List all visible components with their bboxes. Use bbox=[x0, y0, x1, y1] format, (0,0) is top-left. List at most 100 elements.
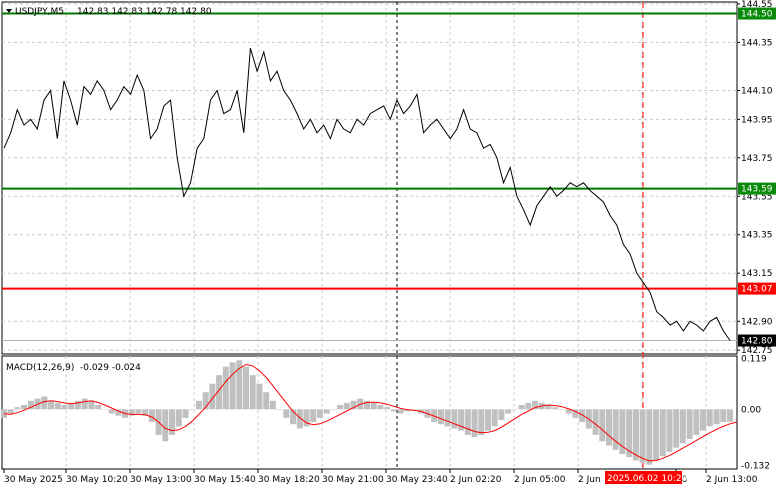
macd-bar bbox=[532, 400, 539, 410]
price-panel-frame bbox=[1, 1, 738, 355]
macd-bar bbox=[256, 383, 263, 410]
macd-bar bbox=[666, 409, 673, 452]
macd-bar bbox=[693, 409, 700, 435]
macd-bar bbox=[343, 402, 350, 410]
macd-bar bbox=[263, 392, 270, 410]
macd-bar bbox=[216, 375, 223, 410]
time-tick-label: 2 Jun 02:20 bbox=[450, 475, 502, 485]
macd-bar bbox=[592, 409, 599, 435]
macd-bar bbox=[511, 409, 518, 410]
macd-tick-label: 0.119 bbox=[741, 355, 767, 365]
macd-bar bbox=[162, 409, 169, 442]
time-tick-label: 2 Jun 05:00 bbox=[514, 475, 566, 485]
macd-bar bbox=[95, 405, 102, 410]
time-tick-label: 2 Jun bbox=[578, 475, 601, 485]
price-tick-label: 144.35 bbox=[741, 38, 773, 48]
level-tag-box bbox=[738, 334, 776, 347]
macd-bar bbox=[48, 400, 55, 410]
macd-bar bbox=[182, 409, 189, 418]
macd-bar bbox=[599, 409, 606, 442]
macd-bar bbox=[189, 409, 196, 410]
macd-title: MACD(12,26,9) bbox=[6, 363, 74, 373]
macd-bar bbox=[283, 409, 290, 418]
macd-bar bbox=[128, 409, 135, 416]
macd-bar bbox=[390, 409, 397, 412]
macd-bar bbox=[679, 409, 686, 444]
macd-bar bbox=[612, 409, 619, 450]
macd-bar bbox=[115, 409, 122, 416]
macd-bar bbox=[330, 409, 337, 410]
macd-bar bbox=[659, 409, 666, 457]
macd-bar bbox=[545, 405, 552, 410]
level-lines bbox=[2, 12, 737, 342]
macd-bar bbox=[101, 409, 108, 410]
macd-bar bbox=[370, 402, 377, 410]
price-tick-label: 143.35 bbox=[741, 231, 773, 241]
time-tick-label: 30 May 10:20 bbox=[66, 475, 128, 485]
macd-bar bbox=[720, 409, 727, 423]
macd-bar bbox=[713, 409, 720, 425]
macd-bar bbox=[437, 409, 444, 425]
macd-bar bbox=[1, 409, 7, 418]
macd-values: -0.029 -0.024 bbox=[80, 363, 141, 373]
symbol-label[interactable]: USDJPY,M5 bbox=[15, 7, 64, 17]
macd-bar bbox=[337, 405, 344, 410]
crosshair-time-tag bbox=[605, 471, 682, 484]
macd-axis-ticks: 0.119 0.00 -0.132 bbox=[741, 355, 770, 472]
macd-tick-label: 0.00 bbox=[741, 405, 761, 415]
macd-bar bbox=[303, 409, 310, 427]
macd-bar bbox=[700, 409, 707, 431]
macd-bar bbox=[572, 409, 579, 418]
macd-bar bbox=[619, 409, 626, 455]
macd-bar bbox=[706, 409, 713, 427]
macd-bar bbox=[229, 362, 236, 410]
crosshair-time-label: 2025.06.02 10:20 bbox=[607, 474, 688, 484]
price-tick-label: 142.90 bbox=[741, 317, 773, 327]
time-tick-label: 30 May 23:40 bbox=[386, 475, 448, 485]
macd-bar bbox=[54, 402, 61, 410]
macd-bar bbox=[316, 409, 323, 418]
level-tag-box bbox=[738, 282, 776, 295]
macd-bar bbox=[397, 409, 404, 414]
macd-bar bbox=[485, 409, 491, 431]
macd-bar bbox=[41, 396, 48, 410]
macd-tick-label: -0.132 bbox=[741, 462, 770, 472]
macd-bar bbox=[606, 409, 612, 446]
macd-bar bbox=[404, 409, 411, 412]
time-tick-label: 30 May 15:40 bbox=[194, 475, 256, 485]
macd-bar bbox=[249, 375, 256, 410]
macd-bar bbox=[411, 409, 418, 410]
macd-bar bbox=[558, 409, 565, 410]
price-series-line bbox=[3, 48, 731, 341]
macd-bar bbox=[276, 409, 283, 410]
price-tick-label: 142.75 bbox=[741, 346, 773, 356]
price-axis-ticks: 144.55144.35144.10143.95143.75143.55143.… bbox=[737, 0, 773, 356]
macd-bar bbox=[142, 409, 149, 416]
macd-bar bbox=[478, 409, 485, 435]
macd-bar bbox=[195, 400, 202, 410]
macd-bar bbox=[364, 400, 370, 410]
macd-bar bbox=[673, 409, 680, 448]
macd-bar bbox=[686, 409, 693, 440]
macd-bar bbox=[269, 400, 276, 410]
macd-bar bbox=[646, 409, 653, 465]
time-tick-label: 30 May 21:00 bbox=[322, 475, 384, 485]
time-tick-label: 30 May 13:00 bbox=[130, 475, 192, 485]
macd-bar bbox=[377, 405, 384, 410]
macd-bar bbox=[88, 400, 95, 410]
macd-bar bbox=[296, 409, 303, 429]
macd-bar bbox=[202, 392, 209, 410]
macd-bar bbox=[209, 383, 216, 410]
macd-bar bbox=[169, 409, 176, 435]
level-tag-label: 143.07 bbox=[741, 285, 773, 295]
macd-bar bbox=[81, 398, 88, 410]
macd-bar bbox=[727, 409, 733, 422]
time-tick-label: 2 Jun 13:00 bbox=[706, 475, 758, 485]
macd-bar bbox=[148, 409, 155, 423]
symbol-dropdown-icon[interactable] bbox=[6, 9, 12, 13]
level-tag-label: 142.80 bbox=[741, 337, 773, 347]
macd-bar bbox=[68, 402, 75, 410]
macd-bar bbox=[323, 409, 330, 414]
macd-bar bbox=[458, 409, 465, 431]
